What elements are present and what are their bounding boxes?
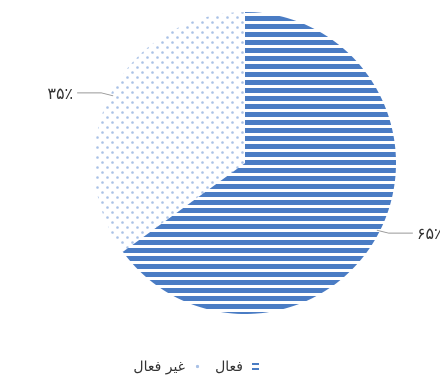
data-label-1: ۳۵٪ [47, 84, 73, 103]
legend-swatch-0 [252, 363, 259, 370]
legend-label-0: فعال [215, 359, 243, 375]
pie-slice-0 [122, 12, 396, 315]
data-label-0: ۶۵٪ [417, 224, 440, 243]
leader-line-1 [77, 92, 114, 97]
leader-line-0 [376, 229, 413, 234]
pie-slice-1 [94, 11, 246, 252]
legend-label-1: غیر فعال [133, 359, 185, 375]
legend-swatch-1 [195, 364, 200, 369]
